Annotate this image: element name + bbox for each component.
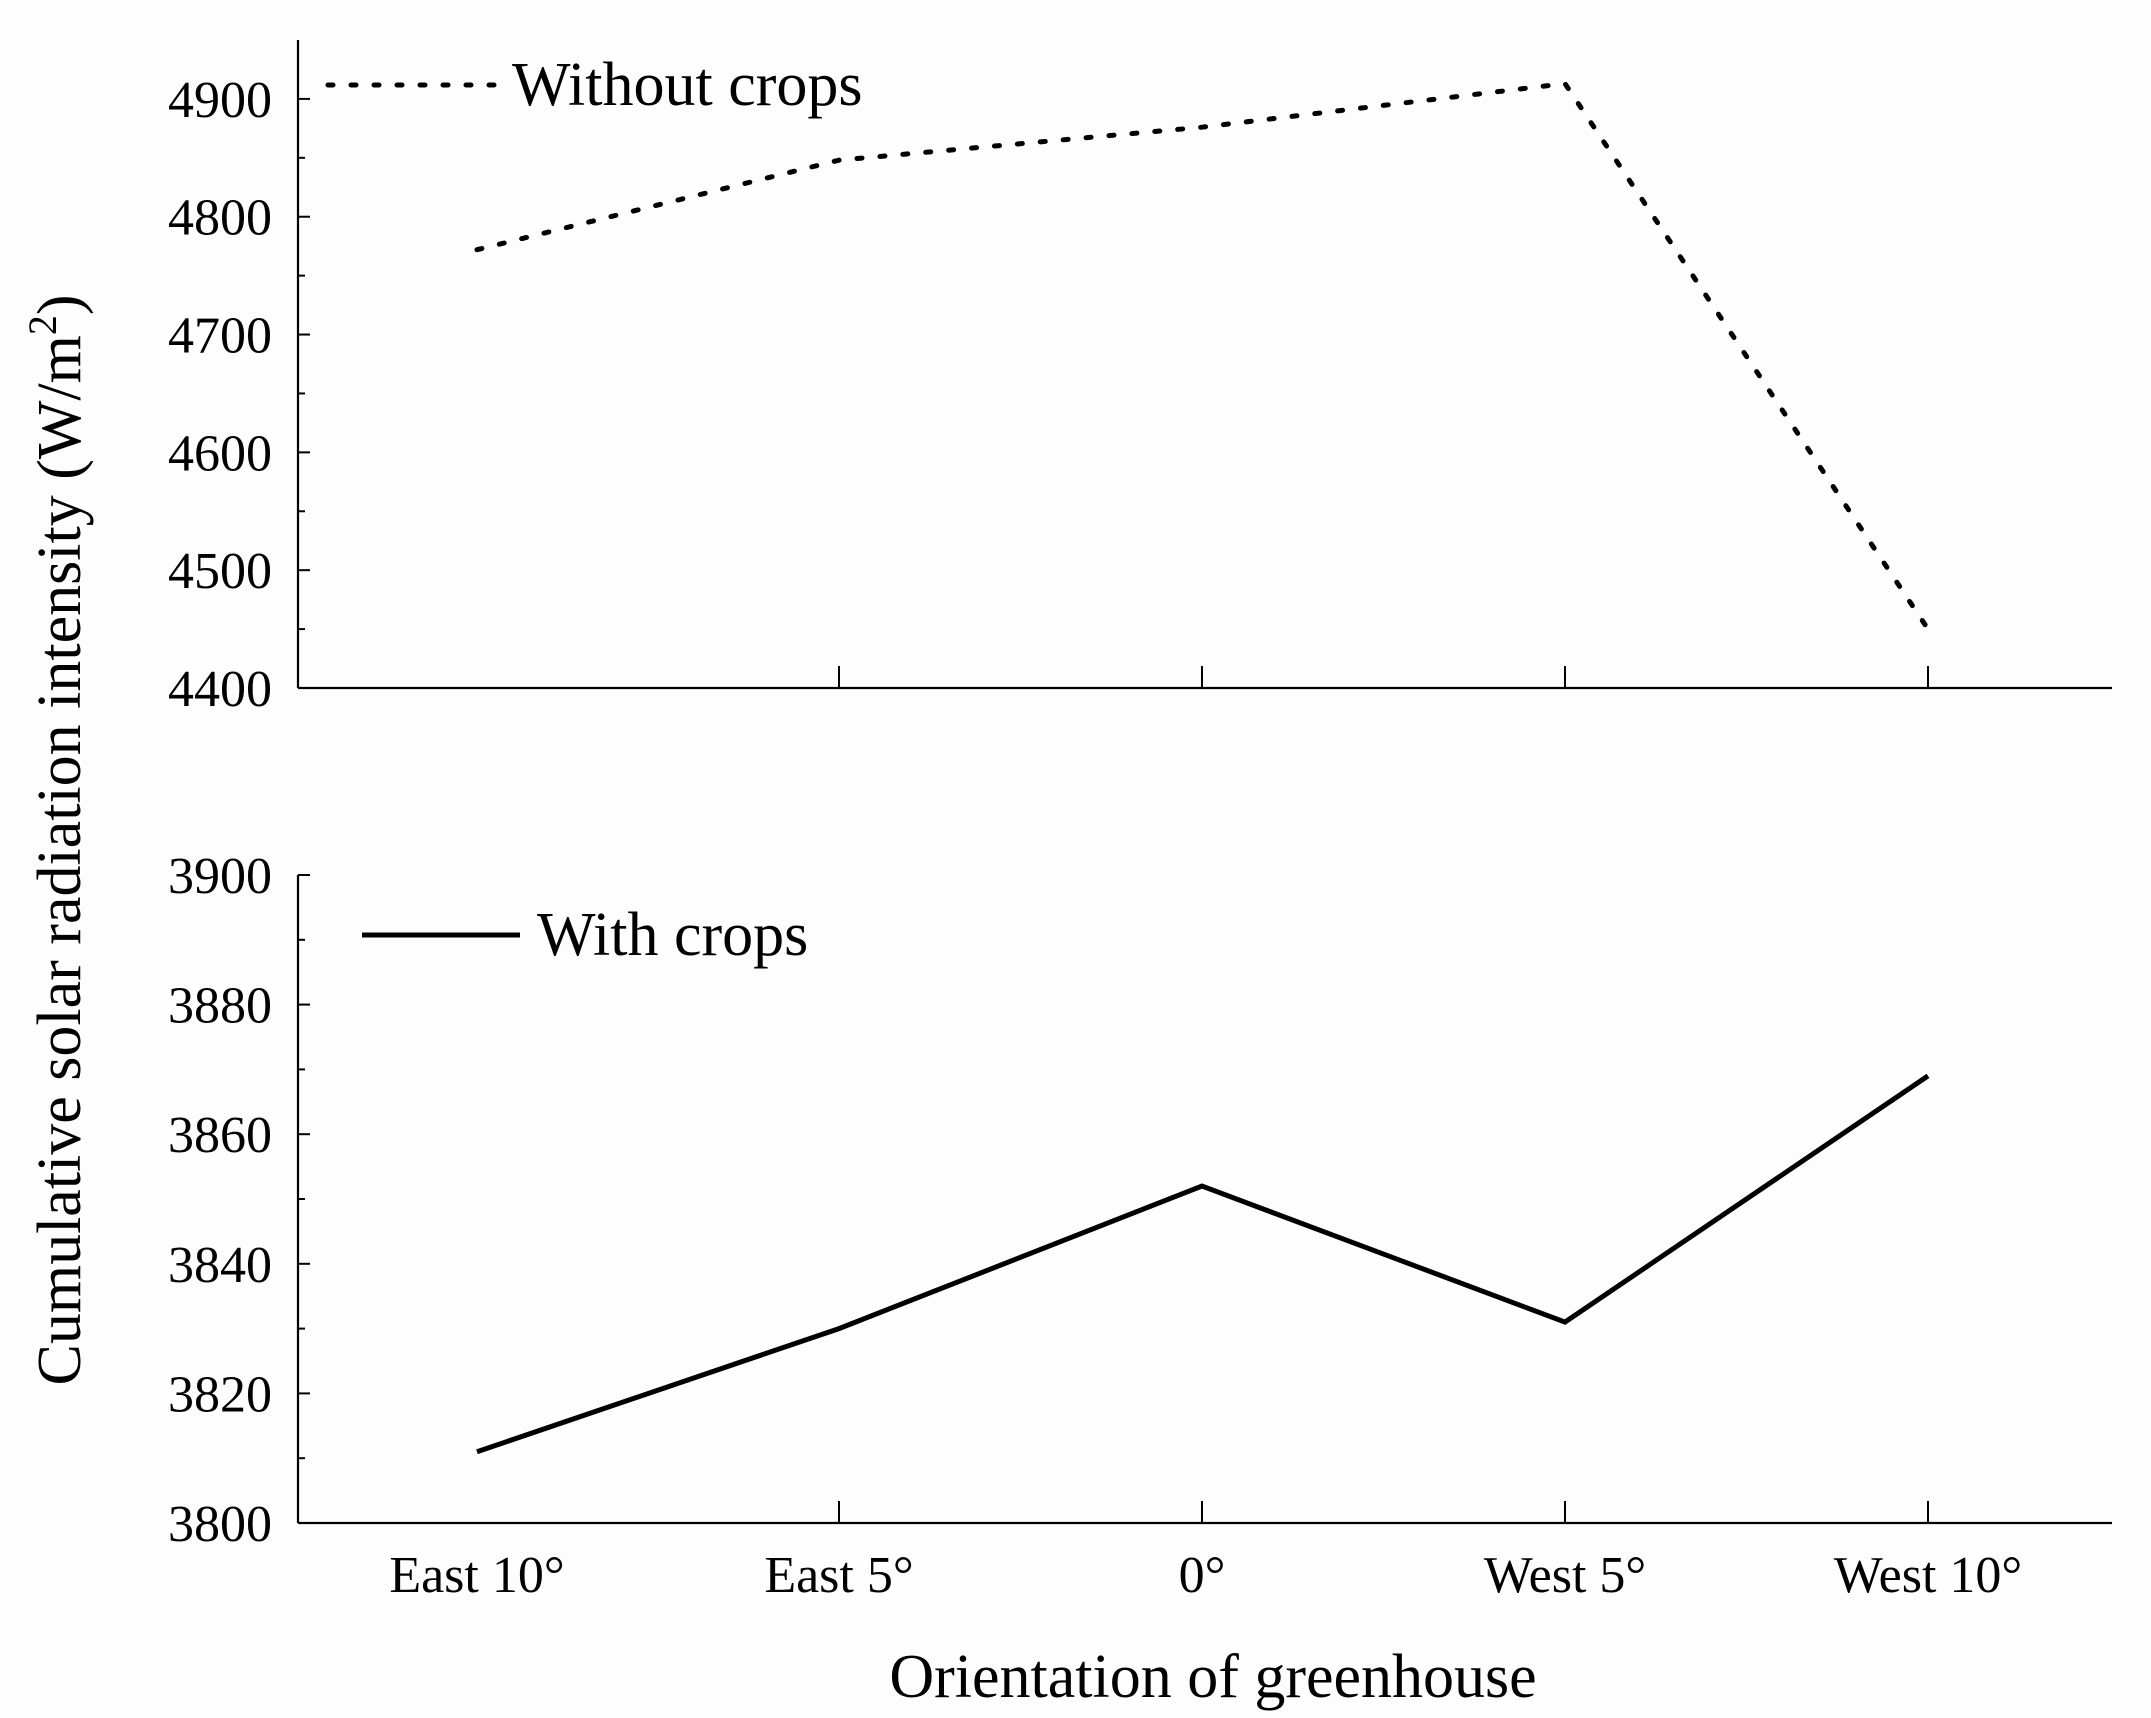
y-axis-title-close: ) — [26, 295, 94, 316]
y-tick-label: 4600 — [168, 425, 272, 482]
y-tick-label: 4400 — [168, 661, 272, 718]
bottom-panel: 3800 3820 3840 3860 3880 3900 With crops — [168, 848, 2112, 1553]
y-tick-label: 3840 — [168, 1237, 272, 1294]
y-tick-label: 4800 — [168, 190, 272, 247]
y-axis-title-superscript: 2 — [20, 315, 65, 335]
x-tick-label: East 10° — [389, 1547, 564, 1604]
top-panel: 4400 4500 4600 4700 4800 4900 Without crops — [168, 40, 2112, 718]
y-tick-label: 3860 — [168, 1107, 272, 1164]
y-tick-label: 3820 — [168, 1366, 272, 1423]
series-line — [476, 1073, 1930, 1455]
y-tick-label: 3880 — [168, 978, 272, 1035]
legend-label: With crops — [537, 901, 808, 969]
y-tick-label: 3800 — [168, 1496, 272, 1553]
y-tick-label: 4500 — [168, 543, 272, 600]
x-tick-label: 0° — [1179, 1547, 1226, 1604]
y-tick-label: 3900 — [168, 848, 272, 905]
y-axis-title: Cumulative solar radiation intensity (W/… — [20, 295, 94, 1386]
legend-label: Without crops — [512, 51, 863, 119]
x-axis-title: Orientation of greenhouse — [889, 1643, 1536, 1711]
x-tick-label: West 5° — [1484, 1547, 1646, 1604]
y-tick-label: 4700 — [168, 308, 272, 365]
x-tick-labels: East 10° East 5° 0° West 5° West 10° — [389, 1547, 2022, 1604]
series-line — [474, 80, 1931, 632]
y-axis-title-main: Cumulative solar radiation intensity (W/… — [26, 335, 94, 1385]
x-tick-label: East 5° — [764, 1547, 913, 1604]
x-tick-label: West 10° — [1834, 1547, 2022, 1604]
y-tick-label: 4900 — [168, 72, 272, 129]
